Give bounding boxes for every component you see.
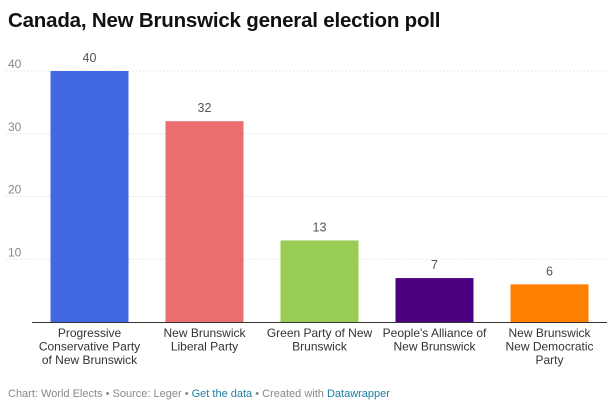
bar [510, 284, 589, 322]
y-tick-label: 10 [8, 245, 22, 259]
bar [395, 278, 474, 322]
bars [50, 71, 589, 322]
y-axis-ticks: 10 20 30 40 [8, 57, 22, 259]
x-axis-labels: Progressive Conservative Party of New Brun… [39, 326, 594, 367]
y-tick-label: 40 [8, 57, 22, 71]
bar [50, 71, 129, 322]
y-tick-label: 30 [8, 120, 22, 134]
x-tick-label: Progressive Conservative Party of New Brun… [39, 326, 140, 367]
bar-value-label: 40 [83, 51, 97, 65]
bar-value-label: 6 [546, 264, 553, 278]
gridlines [6, 70, 607, 323]
x-tick-label: Green Party of New Brunswick [267, 326, 373, 354]
footer-source: Source: Leger [112, 388, 182, 400]
bar-value-label: 32 [198, 101, 212, 115]
x-tick-label: New Brunswick Liberal Party [163, 326, 246, 354]
bar [165, 121, 244, 322]
bar-value-label: 7 [431, 258, 438, 272]
chart-title: Canada, New Brunswick general election p… [8, 9, 441, 32]
x-tick-label: New Brunswick New Democratic Party [505, 326, 593, 367]
footer-chart-credit: Chart: World Elects [8, 388, 103, 400]
bar-value-label: 13 [313, 220, 327, 234]
y-tick-label: 20 [8, 183, 22, 197]
x-tick-label: People's Alliance of New Brunswick [383, 326, 487, 354]
get-the-data-link[interactable]: Get the data [191, 388, 253, 400]
bar [280, 240, 359, 322]
bar-chart: 10 20 30 40 40 32 13 7 6 Progressive Conservativ… [6, 51, 607, 367]
datawrapper-link[interactable]: Datawrapper [326, 388, 390, 400]
value-labels: 40 32 13 7 6 [83, 51, 553, 278]
footer-created-with: Created with [262, 388, 324, 400]
chart-footer: Chart: World Elects • Source: Leger • Ge… [8, 388, 390, 400]
